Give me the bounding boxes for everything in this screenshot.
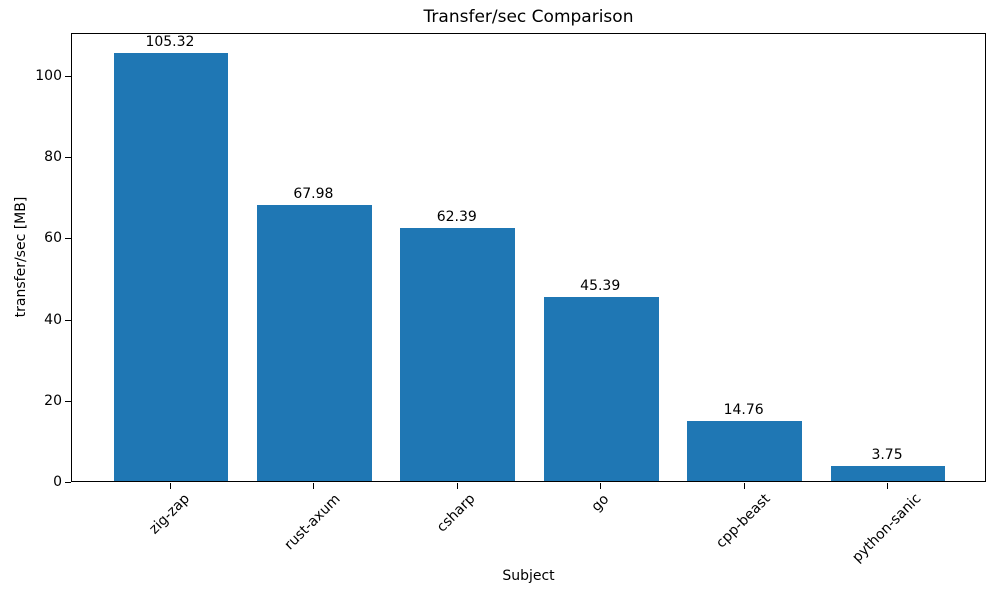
y-tick-mark	[65, 76, 71, 78]
bar-csharp	[400, 227, 516, 481]
y-tick-mark	[65, 238, 71, 240]
bar-value-label-python-sanic: 3.75	[871, 446, 903, 463]
x-tick-mark	[169, 483, 171, 489]
bar-value-label-zig-zap: 105.32	[145, 34, 195, 51]
x-axis-label: Subject	[502, 568, 555, 584]
y-tick-mark	[65, 157, 71, 159]
bar-cpp-beast	[687, 421, 802, 481]
y-tick-mark	[65, 400, 71, 402]
bar-rust-axum	[257, 205, 372, 481]
y-tick-mark	[65, 482, 71, 483]
bar-zig-zap	[113, 53, 229, 481]
y-tick-mark	[65, 319, 71, 321]
y-tick-label: 100	[35, 68, 62, 85]
bar-value-label-csharp: 62.39	[436, 208, 477, 225]
y-tick-label: 80	[44, 149, 62, 166]
x-tick-mark	[313, 483, 315, 489]
x-tick-mark	[456, 483, 458, 489]
x-tick-mark	[743, 483, 745, 489]
y-tick-label: 0	[53, 474, 62, 490]
x-tick-label-python-sanic: python-sanic	[849, 490, 925, 567]
bar-value-label-go: 45.39	[580, 277, 621, 294]
y-tick-label: 60	[44, 230, 62, 247]
x-tick-mark	[600, 483, 602, 489]
bar-value-label-cpp-beast: 14.76	[723, 402, 764, 419]
x-tick-mark	[887, 483, 889, 489]
y-tick-label: 20	[44, 392, 62, 409]
x-tick-label-cpp-beast: cpp-beast	[713, 490, 774, 552]
x-tick-label-zig-zap: zig-zap	[146, 490, 193, 538]
chart-title: Transfer/sec Comparison	[423, 7, 634, 27]
x-tick-label-csharp: csharp	[434, 490, 479, 536]
x-tick-label-go: go	[588, 490, 612, 515]
y-tick-label: 40	[44, 311, 62, 328]
bar-python-sanic	[830, 465, 946, 481]
x-tick-label-rust-axum: rust-axum	[281, 491, 344, 554]
bar-go	[543, 296, 659, 481]
plot-area	[71, 33, 986, 482]
bar-value-label-rust-axum: 67.98	[293, 186, 334, 203]
